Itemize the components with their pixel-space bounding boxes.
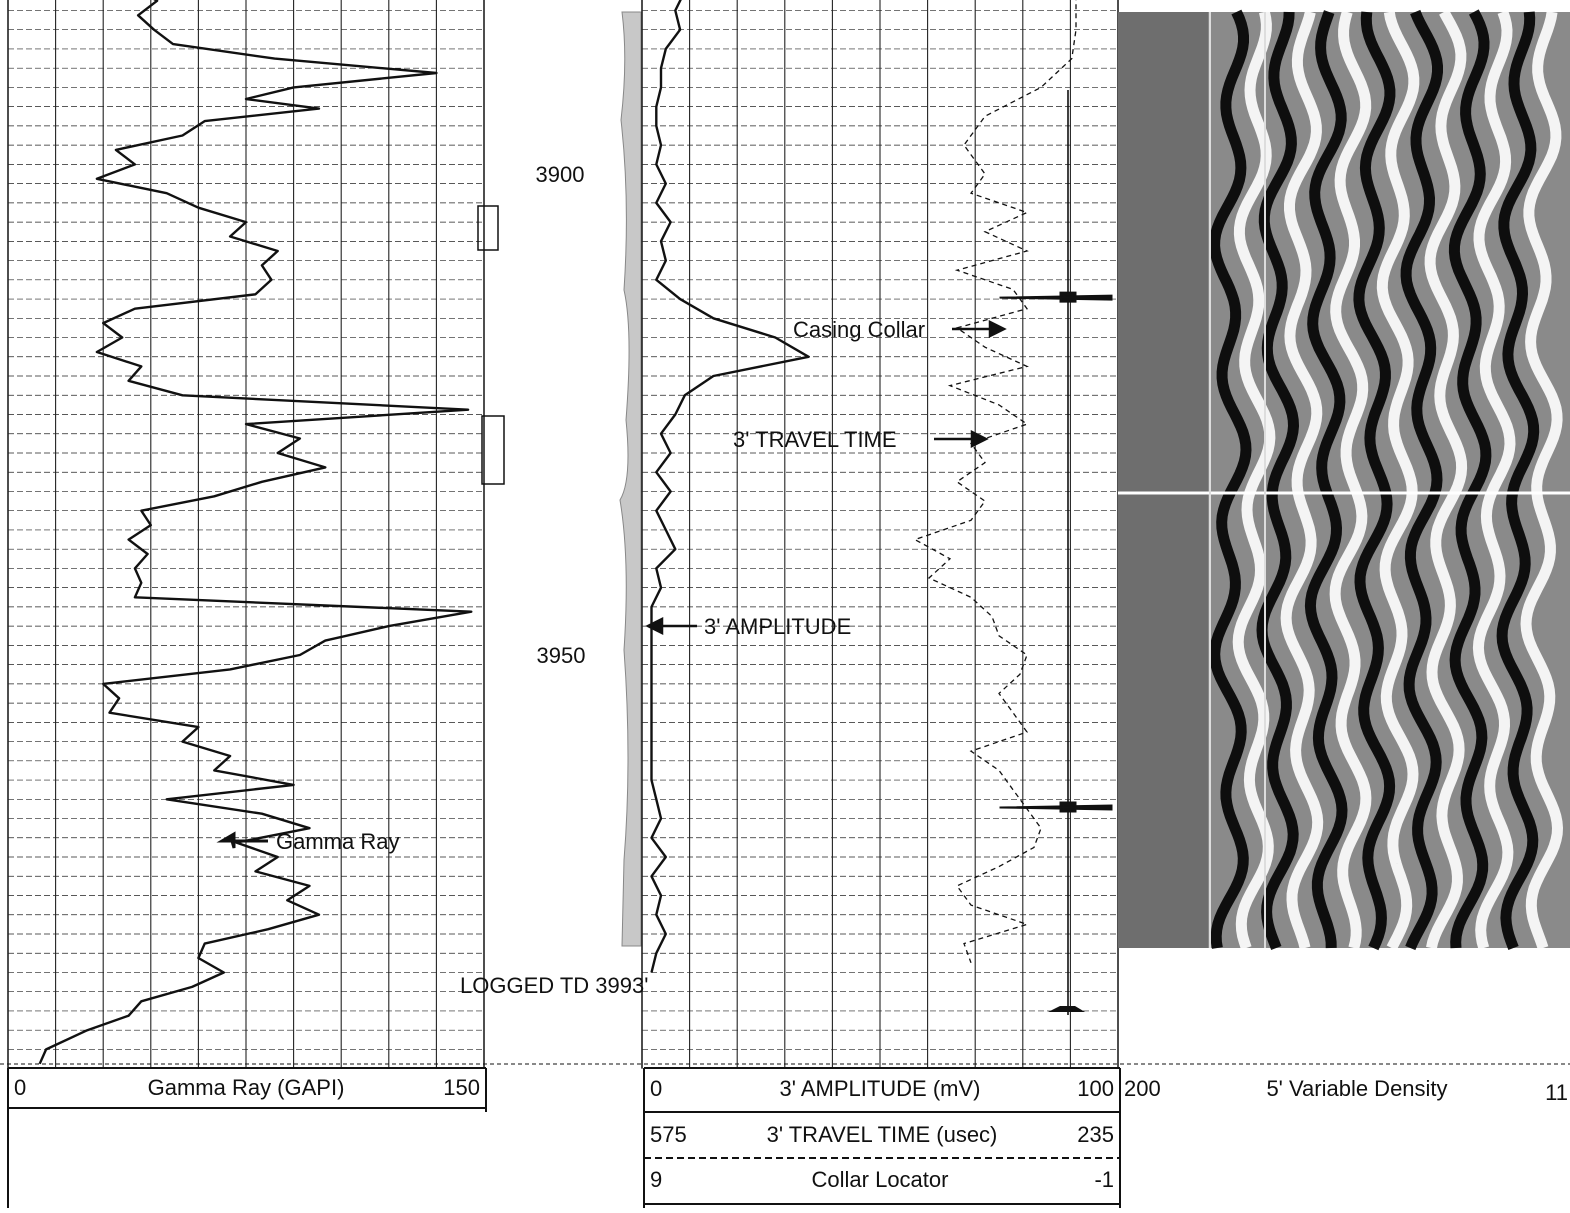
variable-density-track <box>1118 9 1570 951</box>
depth-track: 3900 3950 <box>536 162 586 668</box>
vdl-header-right: 11 <box>1545 1080 1568 1105</box>
gamma-header-left: 0 <box>14 1075 26 1100</box>
vdl-stripe <box>1472 10 1516 950</box>
travel-time-annotation: 3' TRAVEL TIME <box>733 427 897 452</box>
vdl-stripe <box>1496 11 1540 950</box>
gamma-ray-curve <box>38 0 473 1065</box>
vdl-stripe <box>1400 9 1443 951</box>
amplitude-annotation: 3' AMPLITUDE <box>704 614 851 639</box>
casing-collar-annotation: Casing Collar <box>793 317 925 342</box>
collar-header-title: Collar Locator <box>812 1167 949 1192</box>
travel-time-curve <box>913 0 1077 964</box>
travel-time-arrow <box>934 429 989 449</box>
vdl-stripe <box>1329 10 1372 950</box>
travel-time-header-left: 575 <box>650 1122 687 1147</box>
depth-label-3950: 3950 <box>537 643 586 668</box>
vdl-stripe <box>1304 10 1348 949</box>
collar-header-right: -1 <box>1094 1167 1114 1192</box>
depth-label-3900: 3900 <box>536 162 585 187</box>
collar-spike <box>999 801 1113 813</box>
amplitude-arrow <box>645 616 697 636</box>
annotations: Gamma Ray Casing Collar 3' TRAVEL TIME 3… <box>276 317 925 998</box>
cement-stipple-strip <box>619 11 642 947</box>
core-marker-2 <box>481 415 505 485</box>
gamma-ray-arrow <box>216 831 268 849</box>
amplitude-header-left: 0 <box>650 1076 662 1101</box>
vdl-stripe <box>1448 9 1492 949</box>
vdl-stripe <box>1280 10 1324 950</box>
core-marker-1 <box>477 205 499 251</box>
vdl-stripe <box>1256 11 1300 950</box>
logged-td-label: LOGGED TD 3993' <box>460 973 648 998</box>
td-marker <box>1048 1006 1085 1012</box>
collar-header-left: 9 <box>650 1167 662 1192</box>
travel-time-header-right: 235 <box>1077 1122 1114 1147</box>
travel-time-header-title: 3' TRAVEL TIME (usec) <box>767 1122 998 1147</box>
vdl-stripe <box>1376 11 1420 951</box>
gamma-header-right: 150 <box>443 1075 480 1100</box>
track-headers: 0 Gamma Ray (GAPI) 150 0 3' AMPLITUDE (m… <box>14 1075 1568 1192</box>
vdl-stripe <box>1353 11 1396 951</box>
amplitude-header-title: 3' AMPLITUDE (mV) <box>779 1076 980 1101</box>
amplitude-header-right: 100 <box>1077 1076 1114 1101</box>
vdl-header-title: 5' Variable Density <box>1266 1076 1447 1101</box>
casing-collar-arrow <box>952 319 1007 339</box>
collar-spike <box>999 291 1113 303</box>
vdl-stripe <box>1424 9 1468 950</box>
gamma-header-title: Gamma Ray (GAPI) <box>148 1075 345 1100</box>
vdl-stripe <box>1209 9 1252 949</box>
vdl-stripe <box>1520 11 1564 950</box>
vdl-noise-band <box>1118 12 1208 948</box>
vdl-header-left: 200 <box>1124 1076 1161 1101</box>
amplitude-curve <box>650 0 810 973</box>
gamma-ray-annotation: Gamma Ray <box>276 829 399 854</box>
gamma-ray-track <box>7 0 505 1208</box>
